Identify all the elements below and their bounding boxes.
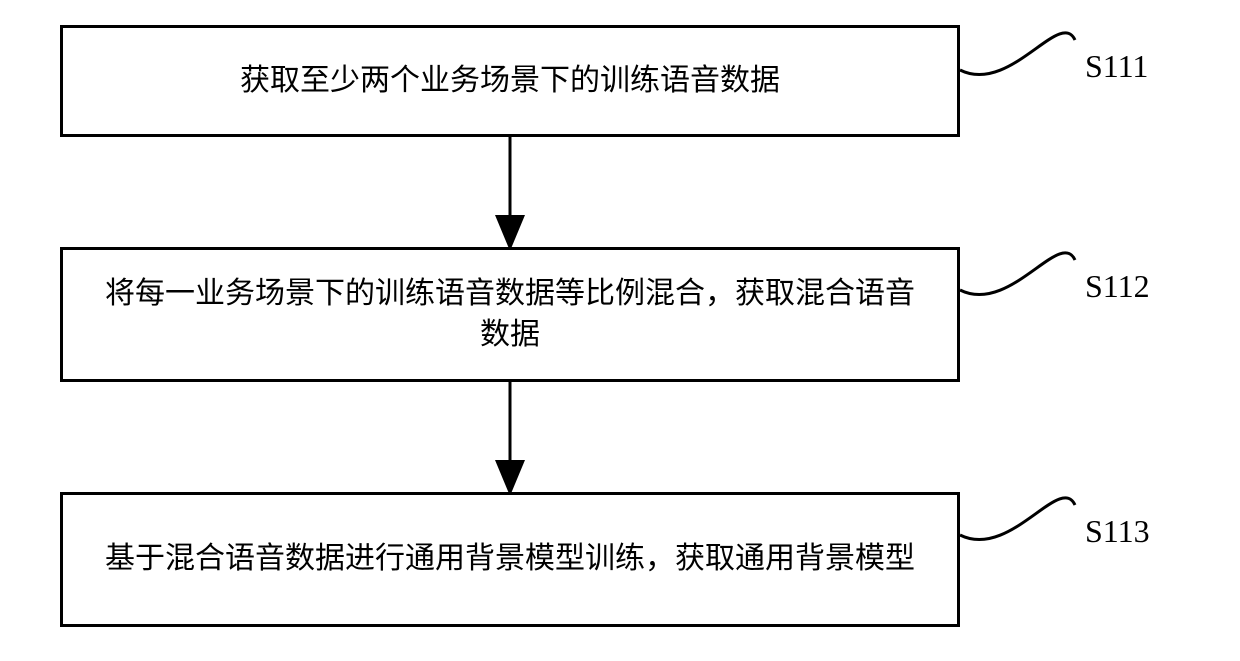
flow-step-box: 基于混合语音数据进行通用背景模型训练，获取通用背景模型 xyxy=(60,492,960,627)
label-connector-curve xyxy=(960,498,1075,540)
flowchart-canvas: 获取至少两个业务场景下的训练语音数据 S111 将每一业务场景下的训练语音数据等比例… xyxy=(0,0,1240,661)
flow-step-box: 获取至少两个业务场景下的训练语音数据 xyxy=(60,25,960,137)
flow-step-label: S112 xyxy=(1085,268,1150,305)
flow-step-text: 基于混合语音数据进行通用背景模型训练，获取通用背景模型 xyxy=(105,539,915,580)
flow-step-text: 将每一业务场景下的训练语音数据等比例混合，获取混合语音数据 xyxy=(91,274,929,355)
label-connector-curve xyxy=(960,253,1075,295)
flow-step-box: 将每一业务场景下的训练语音数据等比例混合，获取混合语音数据 xyxy=(60,247,960,382)
label-connector-curve xyxy=(960,33,1075,75)
flow-step-text: 获取至少两个业务场景下的训练语音数据 xyxy=(240,61,780,102)
flow-step-label: S111 xyxy=(1085,48,1148,85)
flow-step-label: S113 xyxy=(1085,513,1150,550)
